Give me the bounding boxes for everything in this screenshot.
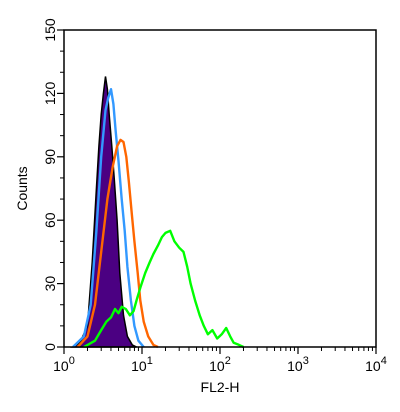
series-1-line xyxy=(72,88,145,348)
series-3-line xyxy=(83,229,245,349)
x-tick-label: 104 xyxy=(365,355,387,374)
y-tick-label: 30 xyxy=(42,276,58,292)
x-tick-label: 101 xyxy=(131,355,153,374)
x-axis-title: FL2-H xyxy=(201,379,240,395)
y-axis: 0 30 60 90 120 150 xyxy=(42,18,64,351)
y-axis-title: Counts xyxy=(14,166,30,210)
y-tick-label: 150 xyxy=(42,18,58,42)
series-2-line xyxy=(76,138,159,349)
series-layer xyxy=(70,76,245,349)
y-tick-label: 90 xyxy=(42,149,58,165)
y-tick-label: 120 xyxy=(42,82,58,106)
x-tick-label: 102 xyxy=(209,355,231,374)
y-tick-label: 0 xyxy=(42,343,58,351)
x-axis: 100 101 102 103 104 xyxy=(53,347,387,374)
x-tick-label: 103 xyxy=(287,355,309,374)
x-tick-label: 100 xyxy=(53,355,75,374)
y-tick-label: 60 xyxy=(42,212,58,228)
